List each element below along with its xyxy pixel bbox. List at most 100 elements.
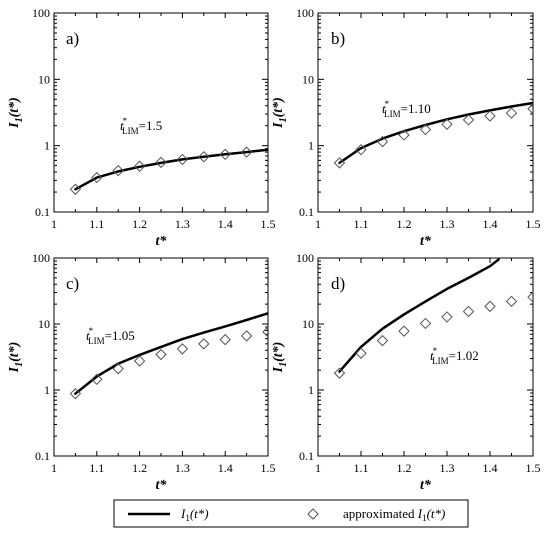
x-tick-label: 1.3 <box>175 217 190 231</box>
legend-approx-sub: 1 <box>422 513 427 523</box>
exact-series-line <box>338 101 533 165</box>
tlim-sub: LIM <box>432 356 449 366</box>
tlim-main: t <box>382 101 386 116</box>
approx-marker <box>198 151 210 163</box>
approx-marker <box>155 156 167 169</box>
y-tick-label: 10 <box>38 317 50 331</box>
approx-marker <box>462 305 475 318</box>
approx-marker <box>91 373 103 386</box>
panel-label: d) <box>331 274 345 293</box>
y-tick-label: 1 <box>308 383 314 397</box>
exact-series-line <box>338 258 500 373</box>
tlim-sup: * <box>433 346 438 356</box>
tlim-annotation: t* LIM=1.5 <box>120 116 162 136</box>
y-axis-label-sub: 1 <box>14 362 25 367</box>
approx-marker <box>398 325 410 337</box>
y-axis-label-arg: (t*) <box>271 97 286 117</box>
approx-marker <box>441 118 453 130</box>
tlim-annotation: t* LIM=1.05 <box>86 326 135 346</box>
legend-exact-arg: (t*) <box>190 506 209 521</box>
y-tick-label: 1 <box>44 383 50 397</box>
tlim-annotation: t* LIM=1.02 <box>430 346 479 366</box>
x-axis-label: t* <box>156 478 168 493</box>
x-tick-label: 1 <box>315 217 321 231</box>
tlim-sup: * <box>385 99 390 109</box>
plot-frame <box>53 12 269 213</box>
x-tick-label: 1.2 <box>397 217 412 231</box>
approx-marker <box>484 300 496 313</box>
x-tick-label: 1 <box>315 461 321 475</box>
y-tick-label: 10 <box>302 72 314 86</box>
panel-label: c) <box>66 274 79 293</box>
y-tick-label: 100 <box>296 251 314 265</box>
legend-approx-arg: (t*) <box>427 506 446 521</box>
y-tick-label: 1 <box>308 139 314 153</box>
tlim-sup: * <box>123 116 128 126</box>
y-tick-label: 100 <box>32 251 50 265</box>
approx-marker <box>112 164 124 177</box>
approx-marker <box>176 153 189 166</box>
legend: I1(t*) approximated I1(t*) <box>113 499 469 528</box>
approx-marker <box>219 148 231 161</box>
x-tick-label: 1.3 <box>175 461 190 475</box>
approx-marker <box>133 160 146 172</box>
y-axis-label: I1(t*) <box>271 342 289 374</box>
y-axis-label-main: I <box>271 366 286 373</box>
exact-series-line <box>74 312 268 395</box>
legend-box <box>113 499 469 528</box>
y-axis-label-main: I <box>7 366 22 373</box>
y-tick-label: 0.1 <box>35 205 50 219</box>
approx-marker <box>240 146 253 158</box>
legend-item-approx: approximated I1(t*) <box>343 506 445 523</box>
x-tick-label: 1.5 <box>526 461 541 475</box>
y-tick-label: 100 <box>296 6 314 20</box>
plot-area <box>333 258 533 379</box>
plot-frame <box>317 12 534 213</box>
exact-series-line <box>74 148 268 191</box>
tlim-value: =1.10 <box>401 101 431 116</box>
y-axis-label-sub: 1 <box>14 117 25 122</box>
y-tick-label: 0.1 <box>299 205 314 219</box>
tlim-value: =1.5 <box>139 118 163 133</box>
approx-marker <box>69 387 82 400</box>
approx-marker <box>484 110 496 122</box>
approx-marker <box>69 183 82 195</box>
approx-marker <box>240 330 253 342</box>
approx-marker <box>441 311 453 323</box>
tlim-main: t <box>86 328 90 343</box>
plot-area <box>333 101 533 169</box>
x-tick-label: 1 <box>51 461 57 475</box>
y-axis-label: I1(t*) <box>7 97 25 129</box>
approx-marker <box>219 333 231 346</box>
tlim-sub: LIM <box>122 126 139 136</box>
x-axis-label: t* <box>420 478 432 493</box>
x-tick-label: 1.1 <box>89 461 104 475</box>
y-tick-label: 0.1 <box>35 449 50 463</box>
y-axis-label-main: I <box>271 122 286 129</box>
panel-label: b) <box>331 29 345 48</box>
plot-area <box>69 312 268 400</box>
approx-marker <box>527 103 533 115</box>
tlim-main: t <box>430 348 434 363</box>
approx-marker <box>333 157 346 169</box>
plot-area <box>69 146 268 195</box>
y-axis-label-sub: 1 <box>278 362 289 367</box>
approx-marker <box>155 348 167 361</box>
approx-marker <box>419 317 432 330</box>
approx-marker <box>505 107 518 119</box>
legend-exact-main: I <box>180 506 186 521</box>
y-tick-label: 0.1 <box>299 449 314 463</box>
y-tick-label: 100 <box>32 6 50 20</box>
legend-approx-main: I <box>417 506 423 521</box>
y-axis-label-arg: (t*) <box>271 342 286 362</box>
tlim-value: =1.02 <box>449 348 479 363</box>
x-tick-label: 1.3 <box>440 217 455 231</box>
approx-marker <box>333 367 346 379</box>
approx-marker <box>527 291 533 303</box>
tlim-sub: LIM <box>384 109 401 119</box>
tlim-annotation: t* LIM=1.10 <box>382 99 431 119</box>
approx-marker <box>419 123 432 136</box>
